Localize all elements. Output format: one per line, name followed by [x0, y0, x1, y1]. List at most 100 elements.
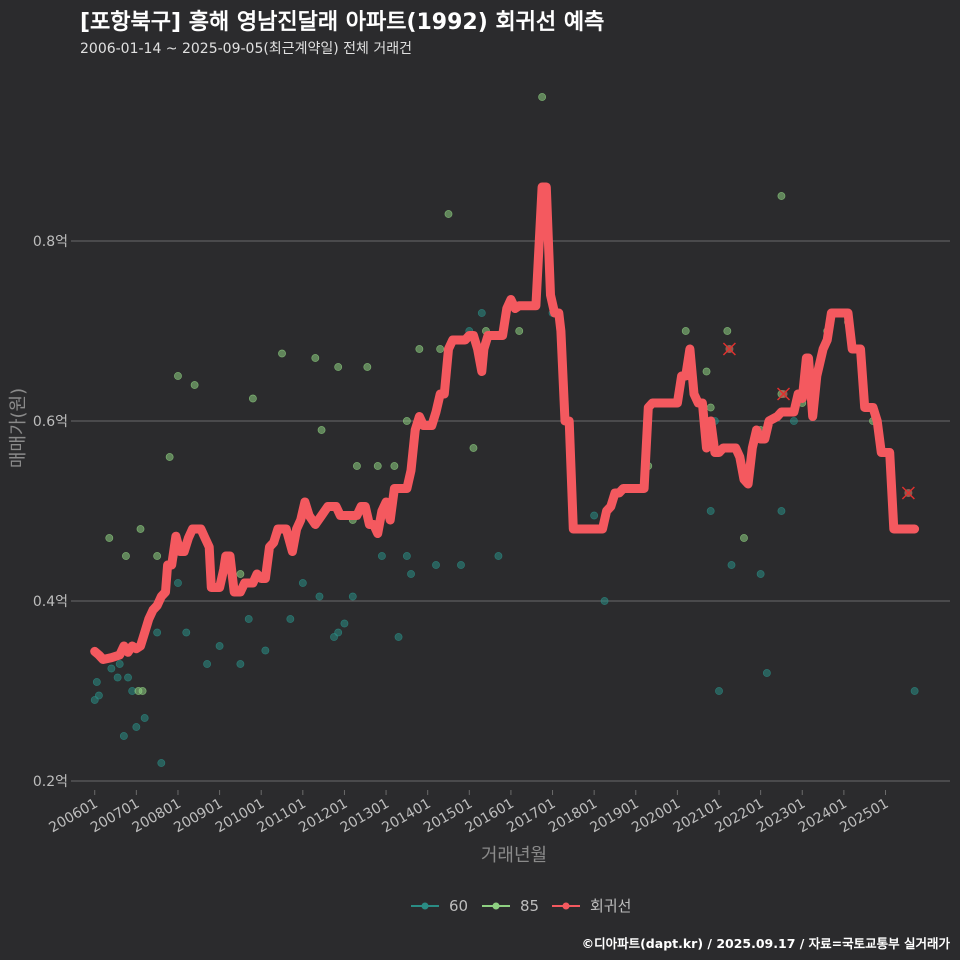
scatter-point-60	[590, 511, 599, 520]
source-caption: ©디아파트(dapt.kr) / 2025.09.17 / 자료=국토교통부 실…	[581, 936, 950, 951]
scatter-point-60	[407, 570, 415, 578]
scatter-point-85	[515, 327, 524, 335]
scatter-point-85	[390, 462, 399, 470]
y-axis-ticks: 0.2억 0.4억 0.6억 0.8억	[33, 234, 76, 790]
scatter-point-60	[457, 561, 465, 569]
scatter-point-60	[182, 628, 191, 637]
chart-subtitle: 2006-01-14 ~ 2025-09-05(최근계약일) 전체 거래건	[80, 41, 412, 57]
legend-label: 60	[449, 897, 468, 915]
scatter-point-85	[165, 453, 174, 461]
y-tick-label: 0.4억	[33, 594, 68, 610]
scatter-point-60	[494, 552, 503, 560]
scatter-point-60	[910, 687, 919, 695]
scatter-point-85	[469, 444, 478, 452]
scatter-point-60	[113, 673, 122, 682]
legend-key-dot	[421, 902, 429, 910]
scatter-point-85	[373, 462, 382, 470]
scatter-point-85	[174, 372, 182, 380]
scatter-point-85	[122, 552, 130, 560]
forecast-marker-cross	[776, 387, 791, 401]
scatter-point-85	[702, 367, 711, 376]
scatter-point-60	[115, 660, 124, 668]
y-tick-label: 0.8억	[33, 234, 68, 250]
scatter-point-60	[298, 579, 307, 587]
scatter-point-85	[777, 192, 786, 200]
scatter-point-60	[727, 561, 736, 569]
scatter-point-60	[762, 669, 771, 677]
scatter-point-60	[261, 646, 270, 655]
scatter-point-60	[157, 759, 166, 767]
scatter-point-85	[136, 525, 145, 533]
forecast-marker-cross	[901, 486, 915, 500]
legend: 60 85 회귀선	[411, 897, 631, 915]
scatter-point-85	[334, 363, 343, 371]
scatter-point-85	[190, 381, 199, 389]
scatter-point-60	[348, 592, 357, 601]
scatter-point-85	[311, 354, 320, 362]
scatter-point-60	[777, 507, 786, 515]
scatter-point-60	[153, 628, 162, 637]
scatter-point-85	[236, 570, 245, 578]
scatter-point-60	[402, 552, 411, 560]
forecast-marker-cross	[722, 342, 736, 356]
scatter-point-60	[334, 628, 343, 637]
scatter-point-85	[706, 403, 715, 412]
scatter-point-85	[248, 394, 257, 403]
y-tick-label: 0.2억	[33, 774, 68, 790]
scatter-point-60	[286, 615, 295, 623]
scatter-point-60	[394, 633, 403, 641]
y-axis-title: 매매가(원)	[8, 388, 29, 468]
scatter-point-60	[236, 660, 245, 668]
scatter-point-60	[215, 642, 224, 650]
x-axis-title: 거래년월	[481, 845, 547, 866]
scatter-point-85	[444, 210, 453, 218]
legend-key-dot	[562, 902, 570, 910]
forecast-markers	[722, 342, 915, 500]
scatter-point-60	[340, 619, 349, 628]
scatter-point-60	[140, 714, 149, 722]
scatter-point-60	[715, 687, 723, 695]
scatter-point-85	[681, 327, 690, 335]
scatter-point-85	[436, 345, 445, 353]
legend-label: 85	[520, 897, 539, 915]
scatter-point-60	[244, 615, 253, 623]
scatter-point-85	[538, 93, 547, 101]
scatter-point-85	[723, 327, 732, 335]
scatter-point-85	[353, 462, 361, 470]
regression-line	[90, 182, 920, 664]
grid-lines	[76, 240, 950, 782]
y-tick-label: 0.6억	[33, 414, 68, 430]
scatter-point-60	[756, 570, 765, 578]
scatter-point-60	[477, 309, 486, 317]
scatter-point-60	[107, 664, 116, 673]
scatter-point-85	[740, 534, 748, 542]
regression-line-group	[90, 182, 920, 664]
scatter-point-60	[600, 597, 609, 605]
scatter-point-60	[203, 660, 211, 668]
scatter-point-85	[402, 417, 411, 425]
scatter-point-60	[790, 417, 798, 425]
scatter-point-60	[706, 507, 715, 515]
scatter-point-85	[317, 426, 326, 434]
scatter-point-85	[105, 534, 114, 542]
scatter-point-60	[174, 579, 182, 587]
scatter-point-60	[92, 678, 101, 686]
scatter-point-85	[153, 552, 162, 560]
scatter-point-60	[315, 592, 324, 601]
scatter-point-60	[94, 691, 103, 700]
scatter-points	[90, 93, 919, 767]
scatter-point-60	[124, 673, 132, 682]
scatter-point-85	[363, 363, 372, 371]
scatter-point-60	[119, 732, 128, 740]
scatter-point-60	[432, 561, 440, 569]
scatter-point-85	[138, 687, 147, 695]
legend-label: 회귀선	[590, 897, 631, 915]
x-axis-ticks: 2006012007012008012009012010012011012012…	[46, 790, 891, 836]
legend-key-dot	[492, 902, 500, 910]
scatter-point-60	[132, 723, 141, 731]
scatter-point-85	[278, 349, 286, 358]
scatter-point-85	[415, 345, 424, 353]
scatter-point-60	[377, 552, 386, 560]
chart-title: [포항북구] 흥해 영남진달래 아파트(1992) 회귀선 예측	[80, 10, 605, 35]
